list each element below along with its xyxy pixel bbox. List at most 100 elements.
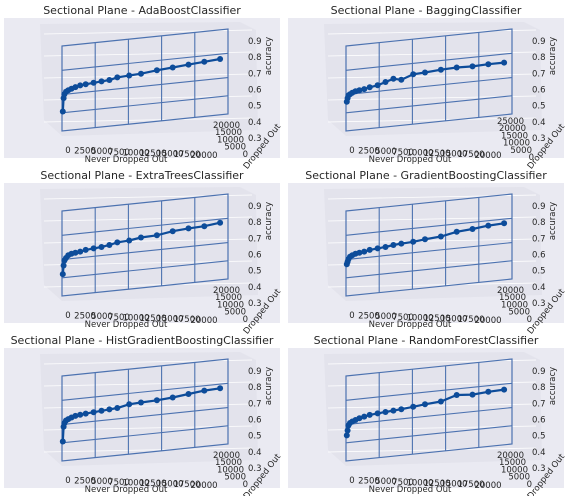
plane-gridline [61,242,229,261]
z-axis-label: accuracy [548,37,558,75]
x-tick-label: 17500 [457,150,484,160]
z-tick-label: 0.5 [248,267,262,277]
pane-gridline [327,238,537,244]
y-tick-label: 15000 [215,128,242,138]
x-tick-label: 0 [65,476,70,486]
y-tick-label: 10000 [501,465,528,475]
y-tick-label: 20000 [213,286,240,296]
x-tick-label: 15000 [440,480,467,490]
data-point [361,86,368,93]
chart-panel: Sectional Plane - HistGradientBoostingCl… [4,334,284,496]
x-tick-label: 12500 [139,314,166,324]
data-point [217,56,224,62]
z-tick-label: 0.9 [248,202,262,212]
x-tick-label: 7500 [392,148,414,158]
x-tick-label: 2500 [74,147,96,157]
z-tick-label: 0.6 [532,416,546,426]
z-tick-label: 0.6 [532,86,546,96]
data-point [90,79,97,86]
x-tick-label: 5000 [375,477,397,487]
chart-title: Sectional Plane - ExtraTreesClassifier [40,169,244,182]
chart-panel: Sectional Plane - AdaBoostClassifier0.30… [4,4,284,171]
z-tick-label: 0.7 [532,234,546,244]
pane-gridline [43,238,253,244]
z-tick-label: 0.9 [532,202,546,212]
x-tick-label: 20000 [190,481,217,491]
data-point [390,407,397,414]
x-tick-label: 20000 [190,151,217,161]
pane-gridline [43,447,253,453]
y-tick-label: 0 [529,153,534,163]
y-tick-label: 20000 [499,124,526,134]
chart-title: Sectional Plane - BaggingClassifier [331,4,522,17]
x-tick-label: 2500 [74,312,96,322]
x-tick-label: 20000 [190,316,217,326]
data-point [60,262,67,269]
z-tick-label: 0.3 [532,134,546,144]
z-tick-label: 0.4 [532,283,546,293]
x-tick-label: 17500 [457,315,484,325]
data-point [469,391,476,398]
data-point [98,78,105,85]
y-tick-label: 0 [527,480,532,490]
x-tick-label: 12500 [139,149,166,159]
data-point [437,233,444,240]
x-tick-label: 20000 [474,316,501,326]
z-tick-label: 0.5 [532,102,546,112]
data-point [59,108,66,115]
chart-panel: Sectional Plane - ExtraTreesClassifier 0.… [4,169,284,336]
x-tick-label: 5000 [375,312,397,322]
pane-gridline [327,51,537,57]
z-tick-label: 0.5 [532,267,546,277]
z-tick-label: 0.4 [532,448,546,458]
pane-gridline [327,216,537,222]
data-point [469,63,476,70]
z-tick-label: 0.3 [532,464,546,474]
z-tick-label: 0.4 [532,118,546,128]
x-tick-label: 15000 [440,150,467,160]
data-point [106,406,113,413]
z-tick-label: 0.3 [532,299,546,309]
data-point [410,403,417,410]
z-tick-label: 0.8 [248,218,262,228]
data-point [437,66,444,73]
pane-gridline [43,216,253,222]
y-tick-label: 0 [527,315,532,325]
z-tick-label: 0.9 [248,367,262,377]
data-point [361,413,368,420]
plane-gridline [345,217,513,236]
data-point [126,72,133,79]
y-tick-label: 0 [243,150,248,160]
z-tick-label: 0.7 [532,69,546,79]
z-axis-label: accuracy [264,37,274,75]
data-point [72,412,79,419]
x-tick-label: 7500 [392,478,414,488]
plane-gridline [61,52,229,71]
plane-gridline [345,382,513,401]
plane-gridline [61,95,229,114]
data-point [356,249,363,256]
z-tick-label: 0.8 [248,53,262,63]
back-pane [324,187,542,301]
y-tick-label: 5000 [224,308,246,318]
data-point [382,409,389,415]
y-tick-label: 20000 [213,121,240,131]
x-tick-label: 10000 [406,478,433,488]
data-point [501,386,508,393]
chart-title: Sectional Plane - HistGradientBoostingCl… [11,334,274,347]
y-tick-label: 5000 [510,146,532,156]
x-tick-label: 15000 [156,480,183,490]
plane-gridline [61,217,229,236]
y-tick-label: 0 [243,480,248,490]
data-point [422,69,428,76]
pane-gridline [327,117,537,123]
data-point [366,246,373,253]
data-point [106,242,113,248]
chart-title: Sectional Plane - GradientBoostingClassi… [305,169,547,182]
x-tick-label: 15000 [156,315,183,325]
data-point [382,79,389,85]
data-point [153,67,160,74]
data-point [82,81,89,88]
chart-panel: Sectional Plane - BaggingClassifier 0.3 0.… [288,4,568,171]
data-point [77,82,84,89]
